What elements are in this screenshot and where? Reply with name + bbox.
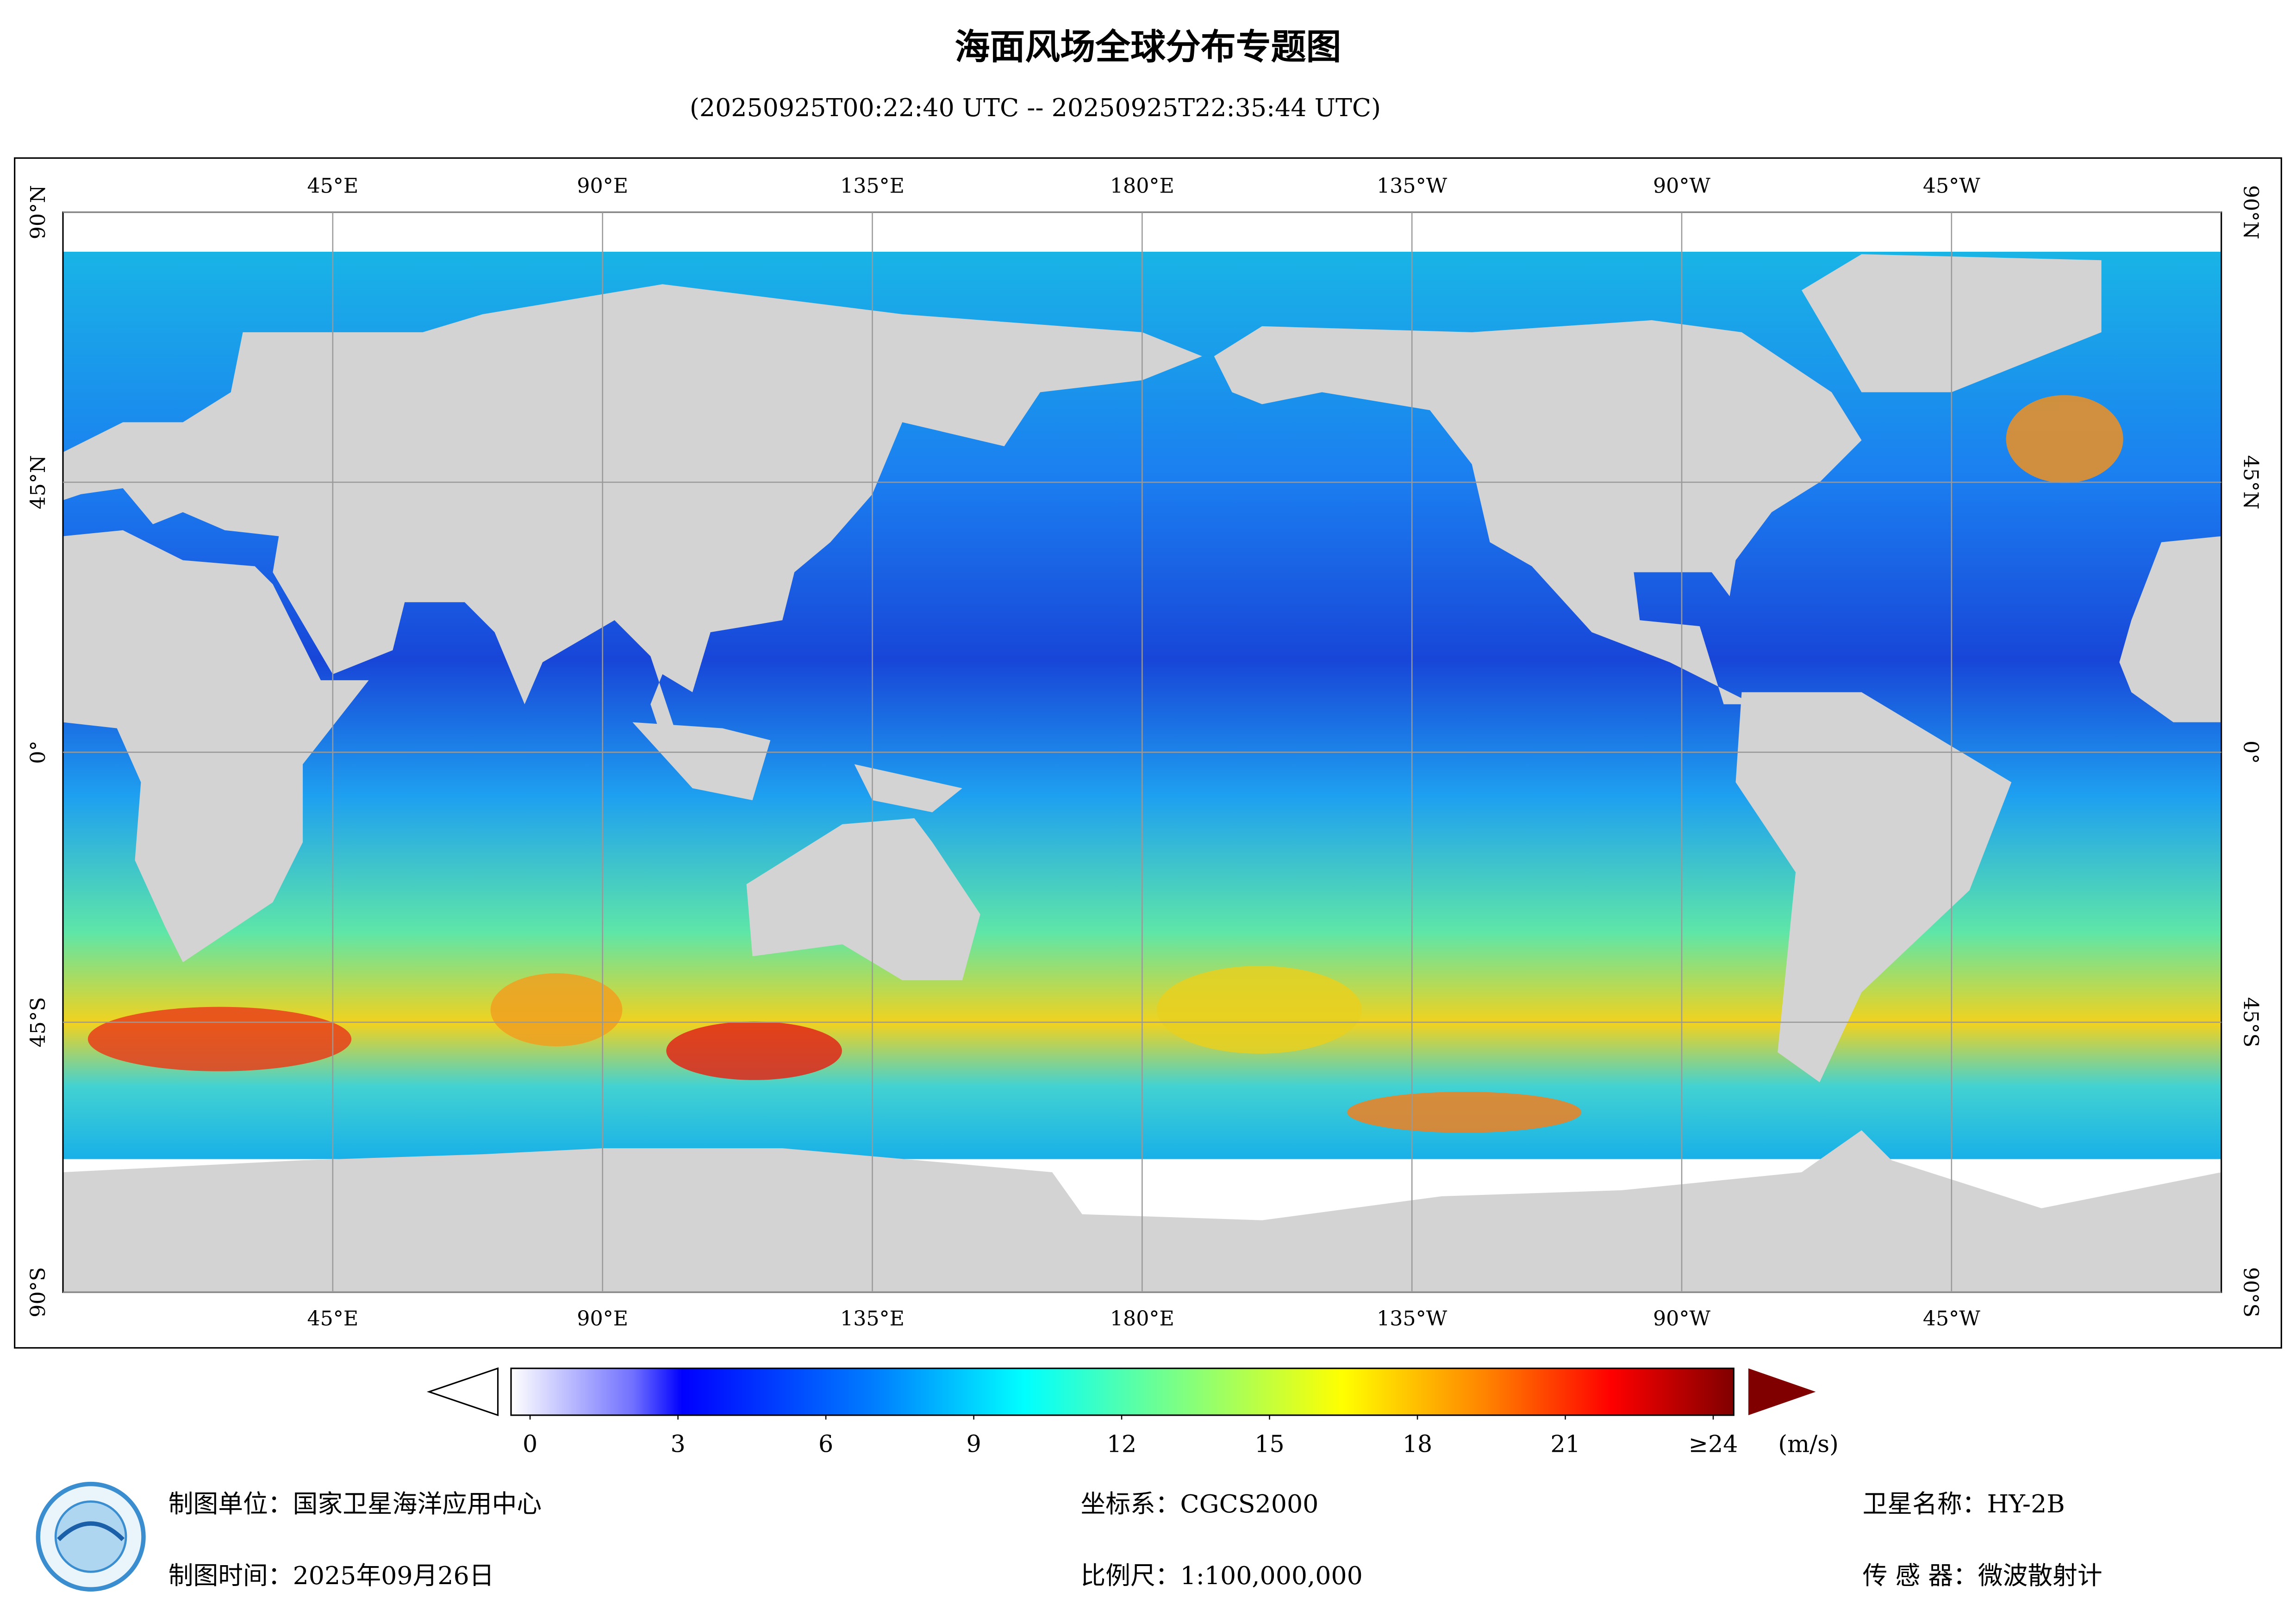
lat-label: 90°S bbox=[2239, 1267, 2262, 1318]
lon-label: 45°W bbox=[1923, 174, 1980, 198]
lat-label: 90°N bbox=[26, 185, 50, 239]
lat-label: 45°S bbox=[26, 997, 50, 1047]
colorbar-tick-label: 0 bbox=[523, 1430, 537, 1457]
lon-label: 135°E bbox=[840, 1307, 905, 1331]
footer-text: 制图单位：国家卫星海洋应用中心 bbox=[168, 1489, 542, 1518]
colorbar bbox=[426, 1367, 1816, 1417]
lon-label: 45°W bbox=[1923, 1307, 1980, 1331]
colorbar-high-arrow bbox=[1748, 1368, 1816, 1415]
lat-label: 0° bbox=[2239, 740, 2262, 764]
lon-label: 180°E bbox=[1110, 1307, 1174, 1331]
wind-highs bbox=[87, 395, 2123, 1133]
title: 海面风场全球分布专题图 bbox=[955, 26, 1341, 68]
logo bbox=[36, 1481, 146, 1592]
colorbar-tick-label: 21 bbox=[1550, 1430, 1580, 1457]
map-frame bbox=[14, 157, 2282, 1349]
colorbar-tick-label: 12 bbox=[1107, 1430, 1136, 1457]
lon-label: 135°W bbox=[1377, 1307, 1447, 1331]
colorbar-low-arrow bbox=[426, 1367, 499, 1417]
lon-label: 135°W bbox=[1377, 174, 1447, 198]
footer-text: 传 感 器：微波散射计 bbox=[1863, 1561, 2103, 1590]
colorbar-scale bbox=[510, 1368, 1734, 1416]
colorbar-tick-label: 6 bbox=[818, 1430, 833, 1457]
lon-label: 90°E bbox=[577, 1307, 628, 1331]
colorbar-tick-label: ≥24 bbox=[1689, 1430, 1738, 1457]
lat-label: 45°N bbox=[26, 455, 50, 509]
subtitle: (20250925T00:22:40 UTC -- 20250925T22:35… bbox=[690, 93, 1381, 122]
footer-text: 比例尺：1:100,000,000 bbox=[1080, 1561, 1362, 1590]
colorbar-tick-label: 18 bbox=[1403, 1430, 1432, 1457]
lon-label: 45°E bbox=[307, 1307, 358, 1331]
colorbar-tick-label: 15 bbox=[1254, 1430, 1284, 1457]
lon-label: 90°E bbox=[577, 174, 628, 198]
lat-label: 90°N bbox=[2239, 185, 2262, 239]
footer-text: 坐标系：CGCS2000 bbox=[1080, 1489, 1318, 1518]
lon-label: 45°E bbox=[307, 174, 358, 198]
lat-label: 90°S bbox=[26, 1267, 50, 1318]
lon-label: 90°W bbox=[1653, 1307, 1710, 1331]
lat-label: 45°N bbox=[2239, 455, 2262, 509]
colorbar-tick-label: 9 bbox=[966, 1430, 981, 1457]
lat-label: 0° bbox=[26, 740, 50, 764]
footer-text: 制图时间：2025年09月26日 bbox=[168, 1561, 494, 1590]
lon-label: 135°E bbox=[840, 174, 905, 198]
lon-label: 180°E bbox=[1110, 174, 1174, 198]
lat-label: 45°S bbox=[2239, 997, 2262, 1047]
lon-label: 90°W bbox=[1653, 174, 1710, 198]
colorbar-tick-label: 3 bbox=[670, 1430, 685, 1457]
colorbar-unit: (m/s) bbox=[1778, 1430, 1838, 1457]
footer-text: 卫星名称：HY-2B bbox=[1863, 1489, 2065, 1518]
